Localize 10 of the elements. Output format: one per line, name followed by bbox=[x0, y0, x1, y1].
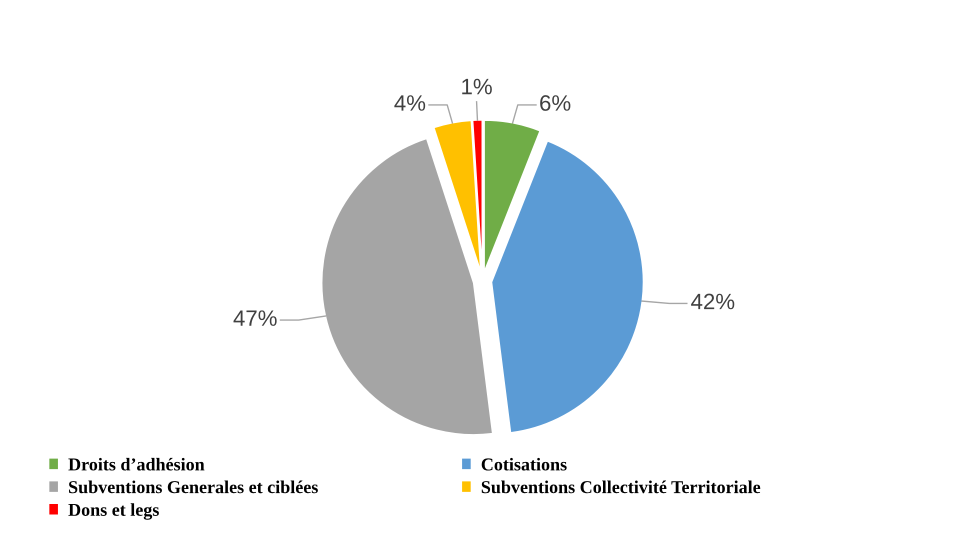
data-label: 6% bbox=[540, 95, 570, 111]
data-label: 4% bbox=[394, 95, 426, 111]
data-label: 42% bbox=[691, 294, 734, 310]
legend-label: Subventions Collectivité Territoriale bbox=[482, 480, 760, 494]
data-label: 47% bbox=[233, 310, 277, 326]
legend-label: Subventions Generales et ciblées bbox=[69, 480, 318, 494]
legend-label: Droits d’adhésion bbox=[68, 458, 204, 471]
data-label: 1% bbox=[462, 78, 492, 94]
legend-label: Cotisations bbox=[482, 458, 567, 471]
legend-label: Dons et legs bbox=[68, 503, 159, 520]
